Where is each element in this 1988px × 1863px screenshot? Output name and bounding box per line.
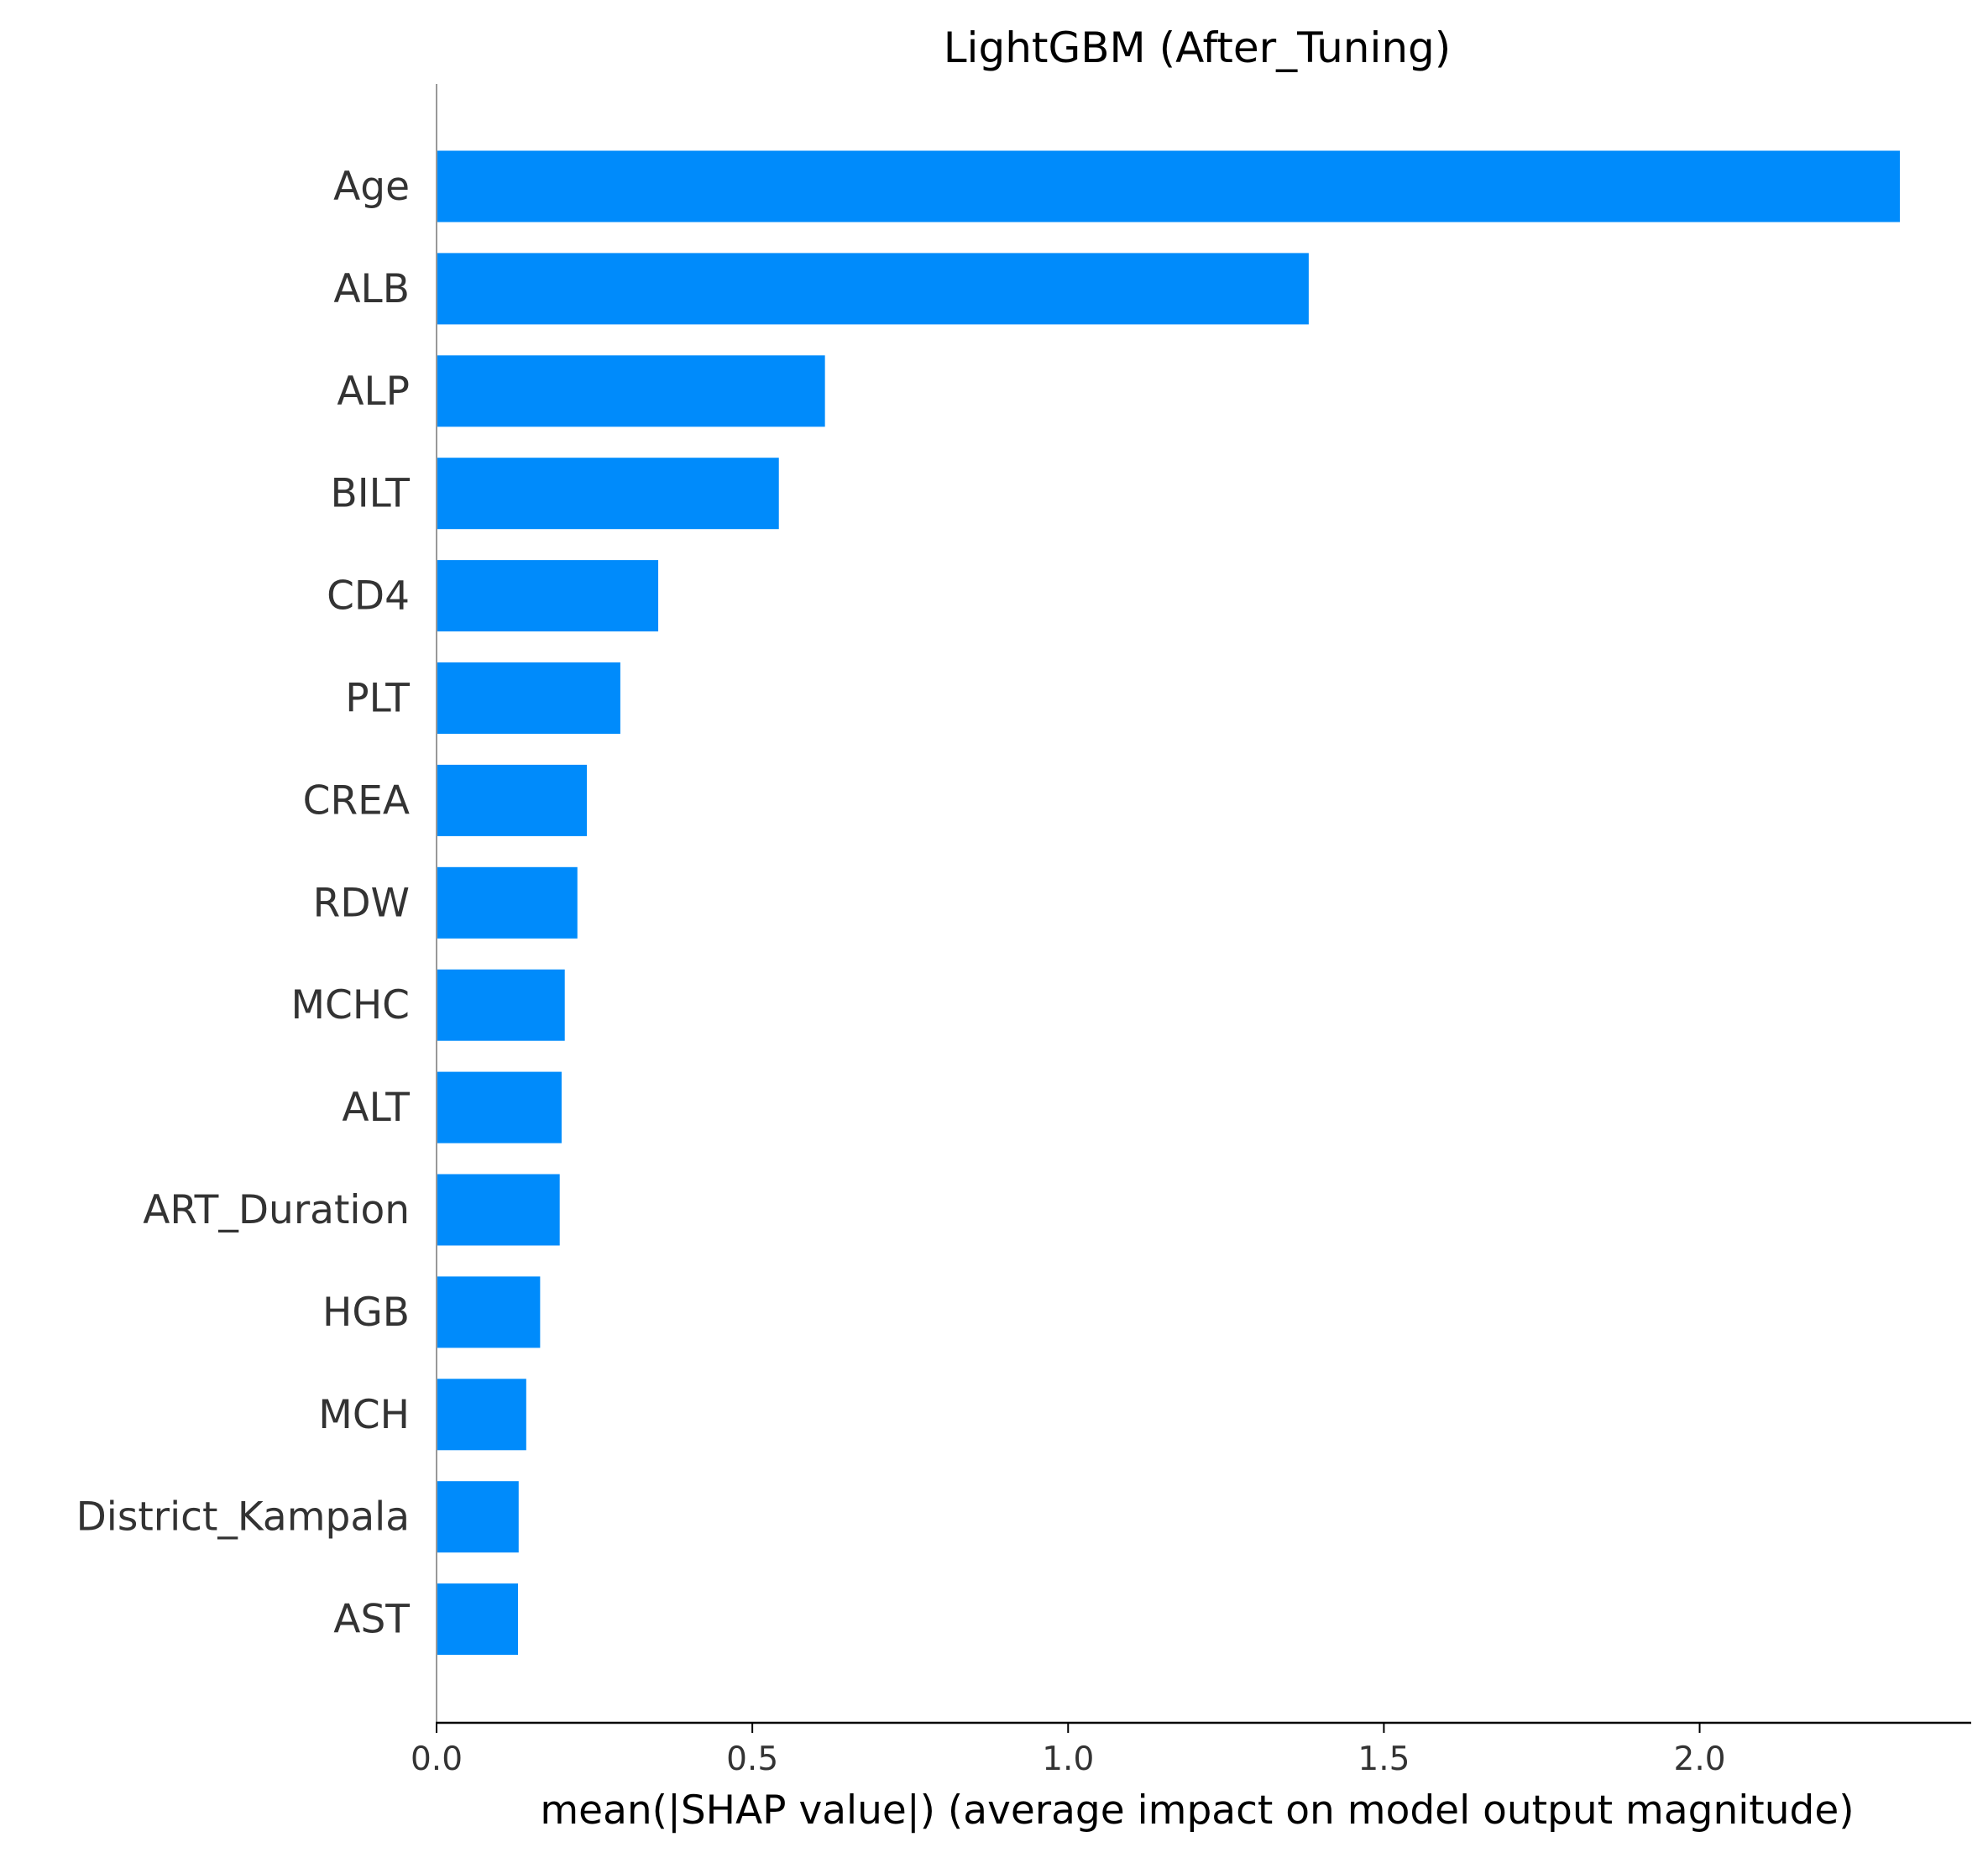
bars [437, 150, 1900, 1656]
y-tick-label: PLT [345, 676, 410, 722]
y-tick-label: MCH [318, 1392, 410, 1438]
y-tick-label: District_Kampala [76, 1494, 410, 1541]
x-tick-label: 1.5 [1358, 1740, 1410, 1778]
y-tick-label: AST [333, 1597, 410, 1643]
bar-bilt [437, 458, 779, 530]
bar-district-kampala [437, 1481, 519, 1553]
bar-crea [437, 764, 588, 836]
y-tick-label: ALT [342, 1085, 410, 1131]
bar-art-duration [437, 1174, 560, 1246]
y-tick-label: HGB [322, 1290, 410, 1336]
bar-ast [437, 1583, 519, 1656]
bar-alb [437, 253, 1309, 325]
x-tick-label: 2.0 [1674, 1740, 1726, 1778]
y-tick-labels: Age ALB ALP BILT CD4 PLT CREA RDW MCHC ALT ART_Dur… [76, 164, 411, 1643]
bar-cd4 [437, 560, 659, 632]
y-tick-label: Age [333, 164, 410, 210]
y-tick-label: CREA [303, 777, 410, 824]
y-tick-label: RDW [313, 880, 410, 926]
y-tick-label: MCHC [290, 982, 410, 1028]
bar-plt [437, 662, 620, 734]
y-tick-label: ALB [333, 266, 410, 312]
bar-age [437, 150, 1900, 222]
y-tick-label: ALP [337, 369, 410, 415]
chart-title: LightGBM (After_Tuning) [944, 24, 1452, 72]
y-tick-label: CD4 [327, 573, 410, 620]
x-tick-label: 0.0 [411, 1740, 463, 1778]
x-axis-label: mean(|SHAP value|) (average impact on mo… [540, 1787, 1854, 1834]
x-tick-label: 0.5 [726, 1740, 778, 1778]
bar-alp [437, 355, 825, 427]
y-tick-label: BILT [330, 471, 410, 517]
bar-mch [437, 1379, 526, 1451]
bar-hgb [437, 1276, 541, 1348]
y-tick-label: ART_Duration [143, 1187, 410, 1233]
bar-alt [437, 1071, 562, 1143]
x-ticks: 0.0 0.5 1.0 1.5 2.0 [411, 1723, 1726, 1778]
bar-rdw [437, 866, 578, 939]
bar-mchc [437, 969, 565, 1041]
x-tick-label: 1.0 [1042, 1740, 1094, 1778]
